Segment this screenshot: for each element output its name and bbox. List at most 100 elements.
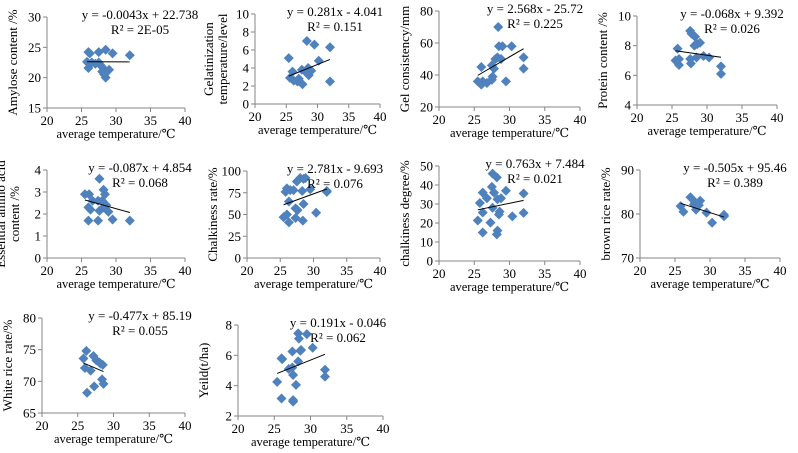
data-point (518, 63, 529, 74)
data-point (100, 72, 111, 83)
y-tick-label: 30 (420, 197, 433, 212)
data-point (487, 202, 498, 213)
data-point (476, 62, 487, 72)
x-tick-label: 35 (736, 110, 749, 125)
x-tick-label: 40 (374, 263, 387, 278)
x-tick-label: 30 (503, 266, 516, 281)
y-tick-label: 50 (420, 159, 433, 174)
y-tick-label: 10 (420, 235, 433, 250)
x-tick-label: 30 (704, 263, 717, 278)
data-point (84, 189, 95, 200)
y-axis-title: Yeild(t/ha) (196, 343, 211, 399)
trend-equation: y = 2.781x - 9.693 (287, 161, 383, 176)
y-tick-label: 25 (228, 229, 241, 244)
r-squared-label: R² = 0.225 (507, 16, 563, 31)
data-point (300, 172, 311, 183)
data-point (281, 209, 292, 220)
x-tick-label: 25 (468, 266, 481, 281)
x-tick-label: 30 (304, 421, 317, 436)
data-point (691, 52, 702, 63)
y-tick-label: 15 (28, 101, 41, 116)
data-point (84, 48, 95, 59)
scatter-panel: 20 25 30 35 40 0 2 4 6 8 10 average temperature/℃ Ge… (201, 4, 387, 137)
x-tick-label: 25 (75, 263, 88, 278)
y-axis-title: temperature/level (215, 13, 230, 104)
trendline (276, 353, 326, 374)
trend-equation: y = -0.0043x + 22.738 (82, 7, 199, 22)
data-point (82, 387, 93, 398)
y-axis-title: White rice rate/% (0, 319, 15, 411)
y-tick-label: 20 (420, 100, 433, 115)
y-tick-label: 8 (625, 38, 632, 53)
y-tick-label: 10 (236, 7, 249, 22)
data-point (124, 215, 135, 226)
y-tick-label: 3 (35, 185, 42, 200)
x-tick-label: 35 (340, 263, 353, 278)
y-tick-label: 30 (28, 10, 41, 25)
x-tick-label: 35 (143, 418, 156, 433)
x-tick-label: 40 (574, 112, 587, 127)
y-tick-label: 8 (243, 25, 250, 40)
x-tick-label: 30 (311, 109, 324, 124)
data-point (320, 364, 330, 375)
data-point (301, 36, 312, 46)
scatter-panel: 20 25 30 35 40 70 80 90 average temperature/℃ bro… (598, 160, 787, 291)
data-point (491, 229, 502, 240)
y-tick-label: 90 (621, 163, 634, 178)
x-tick-label: 20 (41, 113, 54, 128)
data-point (95, 358, 106, 369)
y-axis-title: Essential amino acid (0, 160, 8, 268)
x-tick-label: 35 (144, 113, 157, 128)
data-point (689, 40, 700, 51)
data-point (472, 215, 483, 226)
x-axis-title: average temperature/℃ (450, 126, 569, 140)
scatter-panel: 20 25 30 35 40 0 25 50 75 100 average temperature/… (205, 161, 387, 291)
trendline (675, 50, 722, 58)
x-tick-label: 25 (468, 112, 481, 127)
data-point (477, 207, 488, 218)
data-point (481, 193, 492, 204)
x-tick-label: 25 (268, 421, 281, 436)
x-tick-label: 35 (739, 263, 752, 278)
data-point (296, 345, 307, 356)
x-tick-label: 40 (179, 263, 192, 278)
y-tick-label: 70 (23, 374, 36, 389)
trendline (477, 48, 524, 76)
data-point (85, 365, 96, 376)
x-tick-label: 35 (342, 109, 355, 124)
data-point (313, 55, 324, 66)
x-tick-label: 30 (701, 110, 714, 125)
data-point (474, 198, 485, 209)
data-point (305, 184, 316, 195)
trend-equation: y = -0.087x + 4.854 (88, 160, 192, 175)
data-point (493, 22, 504, 32)
x-tick-label: 30 (307, 263, 320, 278)
x-tick-label: 35 (538, 112, 551, 127)
data-point (491, 172, 502, 183)
data-point (496, 193, 507, 204)
x-tick-label: 25 (280, 109, 293, 124)
data-point (293, 333, 304, 344)
data-point (83, 62, 94, 73)
y-tick-label: 100 (222, 164, 242, 179)
data-point (488, 63, 499, 74)
trend-equation: y = 0.191x - 0.046 (290, 315, 387, 330)
x-tick-label: 25 (666, 110, 679, 125)
trend-equation: y = 0.281x - 4.041 (287, 4, 383, 19)
y-tick-label: 6 (226, 348, 233, 363)
data-point (690, 31, 701, 42)
data-point (93, 215, 104, 226)
data-point (497, 41, 508, 52)
scatter-panel: 20 25 30 35 40 65 70 75 80 average temperature/℃ W… (0, 308, 192, 446)
data-point (94, 173, 105, 184)
y-tick-label: 1 (35, 229, 42, 244)
data-point (685, 58, 696, 69)
y-axis-title: brown rice rate/% (598, 167, 613, 260)
data-point (307, 342, 318, 353)
x-tick-label: 40 (774, 263, 787, 278)
data-point (292, 205, 303, 216)
y-tick-label: 2 (243, 79, 250, 94)
data-point (716, 61, 726, 72)
x-axis-title: average temperature/℃ (258, 123, 377, 137)
